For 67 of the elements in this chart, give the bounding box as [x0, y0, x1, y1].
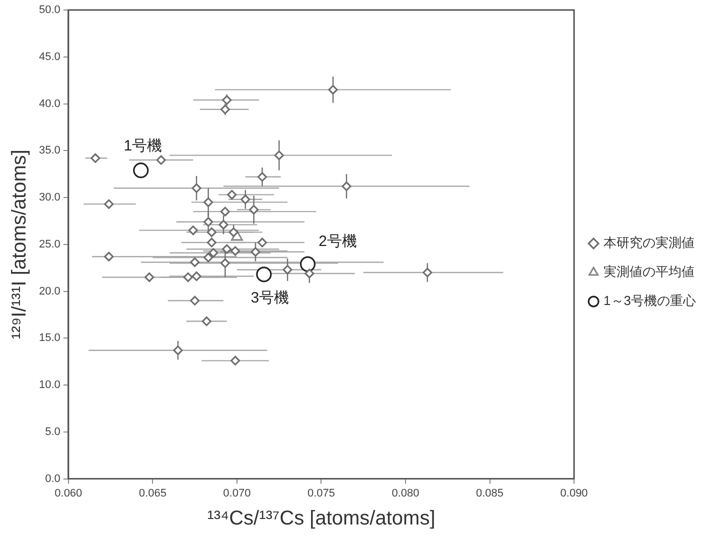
y-tick-label: 5.0	[45, 426, 60, 438]
point	[144, 272, 154, 282]
x-tick-label: 0.060	[54, 487, 82, 500]
point	[190, 296, 200, 306]
point	[192, 183, 202, 193]
y-tick-label: 15.0	[38, 332, 60, 344]
point	[133, 162, 149, 178]
point	[328, 84, 338, 94]
point	[192, 271, 202, 282]
point	[304, 268, 314, 278]
point	[188, 226, 198, 236]
point	[104, 252, 114, 262]
point	[230, 246, 240, 256]
point	[257, 238, 268, 248]
point	[204, 217, 214, 227]
point	[342, 181, 352, 192]
point	[173, 346, 183, 356]
point	[227, 190, 237, 200]
y-tick-label: 35.0	[38, 144, 60, 157]
point	[206, 227, 216, 238]
x-tick-label: 0.080	[392, 487, 420, 500]
point	[204, 252, 214, 262]
legend-label: 本研究の実測値	[604, 235, 695, 250]
point	[202, 316, 212, 326]
annotation: 3号機	[250, 290, 290, 307]
point	[206, 238, 216, 248]
annotation: 2号機	[318, 233, 357, 250]
x-axis-title: ¹³⁴Cs/¹³⁷Cs [atoms/atoms]	[207, 508, 436, 530]
point	[104, 199, 114, 209]
y-tick-label: 10.0	[38, 379, 60, 392]
y-tick-label: 30.0	[38, 192, 60, 204]
x-tick-label: 0.085	[476, 487, 504, 500]
point	[249, 204, 259, 215]
point	[274, 150, 284, 160]
point	[230, 356, 240, 366]
point	[183, 272, 193, 282]
legend-label: 実測値の平均値	[604, 264, 695, 280]
annotation: 1号機	[124, 137, 162, 154]
point	[156, 155, 166, 165]
point	[250, 247, 260, 257]
point	[220, 258, 230, 268]
point	[220, 206, 230, 216]
x-tick-label: 0.090	[560, 487, 588, 500]
point	[300, 256, 316, 272]
point	[208, 248, 218, 258]
point	[204, 197, 214, 208]
point	[222, 244, 232, 254]
y-tick-label: 25.0	[38, 238, 60, 250]
x-tick-label: 0.070	[223, 487, 251, 500]
point	[282, 264, 292, 275]
point	[422, 268, 432, 278]
point	[90, 153, 100, 163]
y-tick-label: 50.0	[38, 4, 60, 16]
y-tick-label: 20.0	[38, 285, 60, 298]
point	[257, 172, 268, 182]
x-tick-label: 0.065	[138, 487, 166, 500]
point	[256, 266, 272, 282]
y-tick-label: 0.0	[45, 472, 60, 485]
x-tick-label: 0.075	[307, 487, 335, 500]
legend-label: 1～3号機の重心	[604, 293, 696, 308]
point	[228, 227, 238, 238]
point	[190, 257, 200, 268]
y-axis-title: ¹²⁹I/¹³¹I [atoms/atoms]	[8, 150, 31, 340]
point	[218, 220, 228, 230]
y-tick-label: 40.0	[38, 98, 60, 110]
point	[240, 194, 250, 204]
y-tick-label: 45.0	[38, 50, 60, 63]
